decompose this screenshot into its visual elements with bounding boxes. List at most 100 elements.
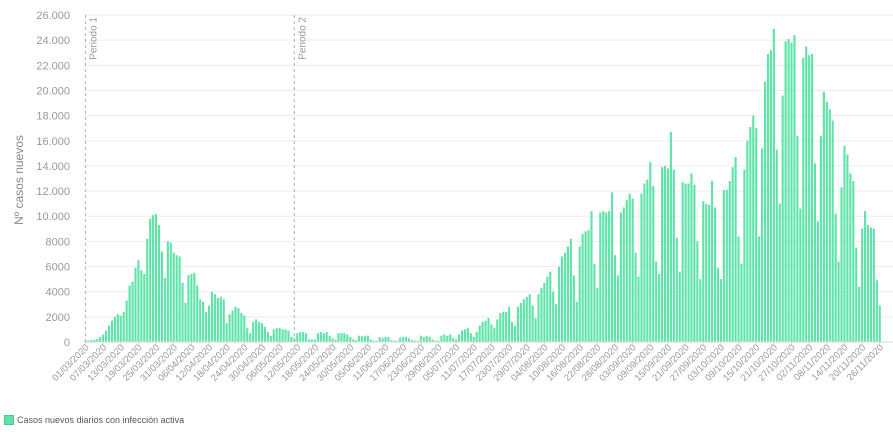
bar xyxy=(419,335,422,342)
bar xyxy=(640,193,643,342)
bar xyxy=(205,311,208,342)
bar xyxy=(572,275,575,342)
bar xyxy=(493,328,496,342)
bar xyxy=(337,333,340,342)
bar xyxy=(193,272,196,342)
bar xyxy=(761,148,764,342)
bar xyxy=(472,336,475,342)
bar xyxy=(560,256,564,342)
bar xyxy=(169,242,172,342)
bar xyxy=(558,266,561,342)
y-tick-label: 2000 xyxy=(46,312,70,324)
bar xyxy=(587,230,590,342)
bar xyxy=(499,313,502,342)
bar xyxy=(402,336,405,342)
bar xyxy=(528,294,531,342)
bar xyxy=(805,46,808,342)
bar xyxy=(160,251,164,342)
bar xyxy=(525,296,528,342)
bar xyxy=(399,337,402,342)
bar xyxy=(825,101,828,343)
bar xyxy=(699,279,702,342)
bar xyxy=(437,340,440,342)
bar xyxy=(763,81,767,343)
bar xyxy=(355,340,358,342)
bar xyxy=(152,214,155,342)
bar xyxy=(758,236,761,342)
bar xyxy=(107,325,111,342)
bar xyxy=(446,335,449,342)
bar xyxy=(322,333,325,342)
bar xyxy=(131,281,134,342)
bar xyxy=(875,280,878,342)
bar xyxy=(243,315,246,342)
bar xyxy=(637,276,640,342)
y-tick-label: 6000 xyxy=(46,262,70,274)
bar xyxy=(284,329,287,342)
bar xyxy=(687,183,690,342)
bar xyxy=(105,330,108,342)
bar xyxy=(834,213,837,342)
bar xyxy=(575,301,578,342)
bar xyxy=(431,339,434,342)
bar xyxy=(711,181,714,342)
bar xyxy=(163,277,166,342)
bar xyxy=(93,339,96,342)
bar xyxy=(487,318,490,342)
bar xyxy=(440,335,443,342)
y-tick-label: 18.000 xyxy=(36,111,70,123)
bar xyxy=(540,287,543,342)
bar xyxy=(778,203,781,342)
bar xyxy=(610,192,614,342)
bar xyxy=(863,211,867,342)
bar xyxy=(811,53,814,342)
bar xyxy=(408,338,411,342)
bar xyxy=(752,115,755,342)
bar xyxy=(649,162,652,342)
y-tick-label: 26.000 xyxy=(36,10,70,22)
bar xyxy=(140,270,143,342)
bar xyxy=(643,183,646,342)
bar xyxy=(299,331,302,342)
y-tick-label: 12.000 xyxy=(36,186,70,198)
bar xyxy=(740,264,743,342)
bar xyxy=(505,311,508,342)
bar xyxy=(363,335,367,342)
bar xyxy=(146,238,149,342)
bar xyxy=(463,329,467,342)
bar xyxy=(690,173,693,342)
bar xyxy=(96,338,99,342)
bar xyxy=(502,311,505,342)
bar xyxy=(187,275,190,342)
bar xyxy=(281,329,284,342)
y-tick-label: 8000 xyxy=(46,236,70,248)
bar xyxy=(331,338,334,342)
bar xyxy=(646,179,649,342)
bar xyxy=(602,211,605,342)
bar xyxy=(272,329,275,342)
bar xyxy=(490,324,493,342)
legend: Casos nuevos diarios con infección activ… xyxy=(4,414,184,426)
bar xyxy=(846,154,849,342)
bar xyxy=(552,291,555,342)
bar xyxy=(663,165,667,342)
bar xyxy=(631,198,634,342)
bar xyxy=(210,291,214,342)
bar xyxy=(819,135,822,342)
bar xyxy=(293,338,296,342)
bar xyxy=(325,331,328,342)
bar xyxy=(155,213,158,342)
y-tick-label: 4000 xyxy=(46,287,70,299)
bar xyxy=(619,212,622,342)
bar xyxy=(655,261,658,342)
bar xyxy=(566,246,569,342)
y-tick-label: 14.000 xyxy=(36,161,70,173)
bar xyxy=(519,303,522,342)
bar xyxy=(228,314,231,342)
bar xyxy=(781,95,784,342)
bar xyxy=(799,208,802,342)
bar xyxy=(696,241,699,342)
bar xyxy=(613,255,617,342)
